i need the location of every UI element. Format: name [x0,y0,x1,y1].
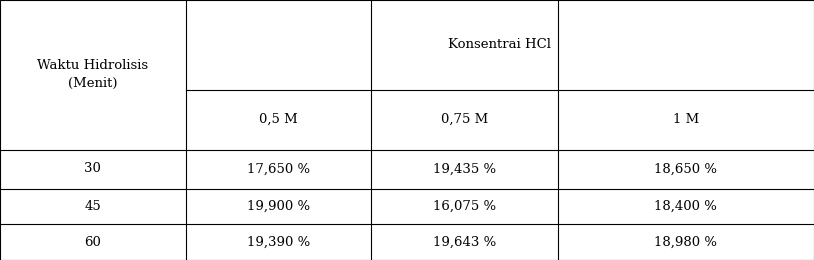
Text: 19,390 %: 19,390 % [247,236,310,249]
Text: 30: 30 [85,162,101,176]
Text: 60: 60 [85,236,101,249]
Text: 19,900 %: 19,900 % [247,200,310,213]
Text: 1 M: 1 M [672,113,699,126]
Text: 19,643 %: 19,643 % [433,236,496,249]
Text: 45: 45 [85,200,101,213]
Text: 0,5 M: 0,5 M [259,113,298,126]
Text: 18,980 %: 18,980 % [654,236,717,249]
Text: 18,650 %: 18,650 % [654,162,717,176]
Text: Konsentrai HCl: Konsentrai HCl [449,38,551,51]
Text: Waktu Hidrolisis
(Menit): Waktu Hidrolisis (Menit) [37,59,148,90]
Text: 19,435 %: 19,435 % [433,162,496,176]
Text: 0,75 M: 0,75 M [440,113,488,126]
Text: 18,400 %: 18,400 % [654,200,717,213]
Text: 17,650 %: 17,650 % [247,162,310,176]
Text: 16,075 %: 16,075 % [433,200,496,213]
